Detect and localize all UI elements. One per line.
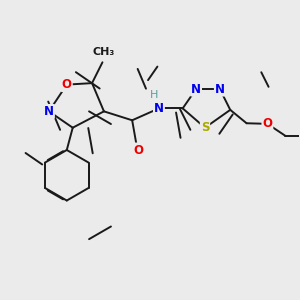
Text: O: O xyxy=(262,117,272,130)
Text: O: O xyxy=(133,143,143,157)
Text: H: H xyxy=(150,90,159,100)
Text: N: N xyxy=(154,102,164,115)
Text: N: N xyxy=(215,82,225,96)
Text: CH₃: CH₃ xyxy=(93,47,115,57)
Text: N: N xyxy=(44,105,54,118)
Text: O: O xyxy=(62,78,72,91)
Text: S: S xyxy=(201,121,209,134)
Text: N: N xyxy=(191,82,201,96)
